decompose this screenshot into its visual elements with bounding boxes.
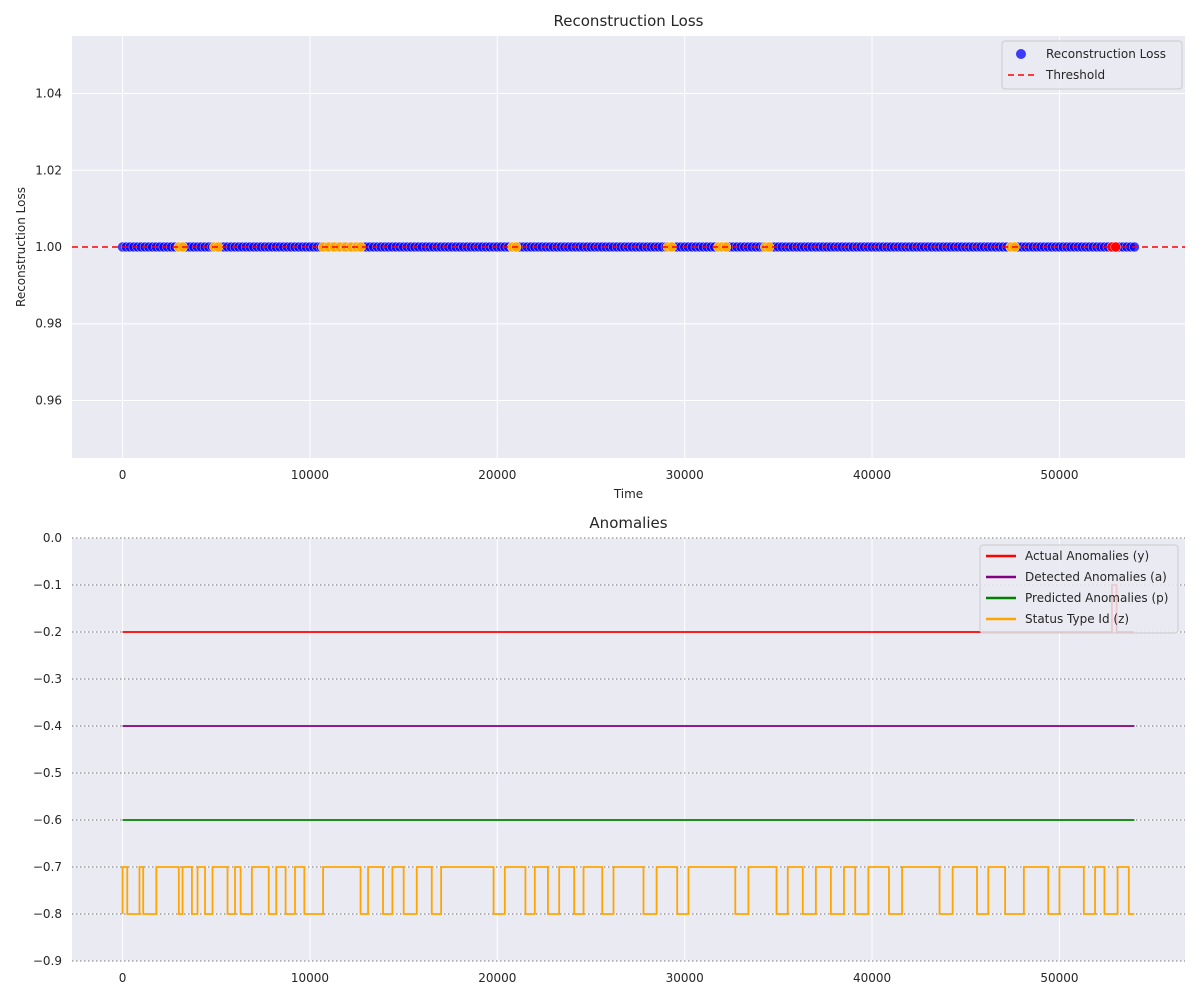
y-tick-label: 0.96 [35, 393, 62, 407]
chart-title-reconstruction: Reconstruction Loss [554, 12, 704, 30]
y-tick-label: −0.5 [33, 766, 62, 780]
legend-marker-loss [1016, 49, 1026, 59]
y-tick-label: 0.98 [35, 317, 62, 331]
ticks-reconstruction: 0 10000 20000 30000 40000 50000 0.96 0.98 1.00 1.… [35, 87, 1078, 482]
y-tick-label: −0.8 [33, 907, 62, 921]
x-tick-label: 30000 [666, 971, 704, 985]
x-tick-label: 50000 [1040, 971, 1078, 985]
series-line-3 [121, 866, 1135, 915]
x-tick-label: 30000 [666, 468, 704, 482]
x-tick-label: 40000 [853, 971, 891, 985]
y-tick-label: −0.3 [33, 672, 62, 686]
reconstruction-loss-chart: 0 10000 20000 30000 40000 50000 0.96 0.98 1.00 1.… [14, 12, 1185, 501]
x-tick-label: 50000 [1040, 468, 1078, 482]
legend-label-loss: Reconstruction Loss [1046, 47, 1166, 61]
legend-label-2: Predicted Anomalies (p) [1025, 591, 1168, 605]
y-tick-label: −0.6 [33, 813, 62, 827]
legend-label-threshold: Threshold [1045, 68, 1105, 82]
legend-label-0: Actual Anomalies (y) [1025, 549, 1149, 563]
y-tick-label: 1.02 [35, 163, 62, 177]
x-axis-label-reconstruction: Time [613, 487, 643, 501]
legend-label-1: Detected Anomalies (a) [1025, 570, 1167, 584]
legend-box [1001, 40, 1183, 90]
x-tick-label: 0 [119, 468, 127, 482]
y-tick-label: −0.1 [33, 578, 62, 592]
anomalies-chart: 0 10000 20000 30000 40000 50000 0.0 −0.1 −0.2 −0.… [33, 514, 1185, 985]
y-tick-label: 0.0 [43, 531, 62, 545]
y-tick-label: −0.7 [33, 860, 62, 874]
y-tick-label: 1.00 [35, 240, 62, 254]
y-tick-label: −0.2 [33, 625, 62, 639]
y-tick-label: −0.4 [33, 719, 62, 733]
y-axis-label-reconstruction: Reconstruction Loss [14, 187, 28, 307]
ticks-anomalies: 0 10000 20000 30000 40000 50000 0.0 −0.1 −0.2 −0.… [33, 531, 1079, 985]
legend-anomalies: Actual Anomalies (y) Detected Anomalies (… [979, 544, 1179, 634]
x-tick-label: 40000 [853, 468, 891, 482]
x-tick-label: 10000 [291, 971, 329, 985]
chart-title-anomalies: Anomalies [589, 514, 667, 532]
legend-reconstruction: Reconstruction Loss Threshold [1001, 40, 1183, 90]
legend-label-3: Status Type Id (z) [1025, 612, 1129, 626]
x-tick-label: 20000 [478, 468, 516, 482]
x-tick-label: 10000 [291, 468, 329, 482]
y-tick-label: −0.9 [33, 954, 62, 968]
legend-box [979, 544, 1179, 634]
x-tick-label: 20000 [478, 971, 516, 985]
marks-reconstruction [72, 241, 1185, 253]
y-tick-label: 1.04 [35, 87, 62, 101]
x-tick-label: 0 [119, 971, 127, 985]
